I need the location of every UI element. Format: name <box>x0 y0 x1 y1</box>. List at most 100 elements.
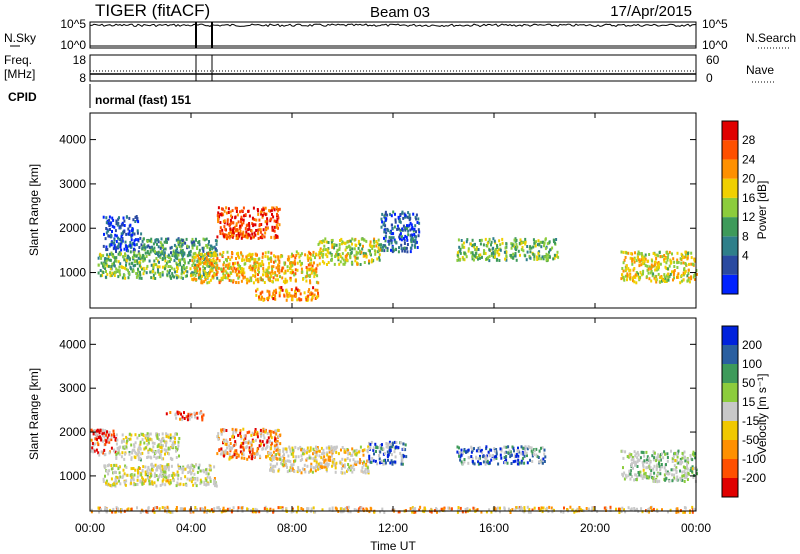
echo-cell <box>526 447 529 451</box>
echo-cell <box>137 220 140 224</box>
colorbar-segment <box>722 345 738 364</box>
echo-cell <box>633 478 636 482</box>
freq-tick-top: 18 <box>73 53 87 67</box>
echo-cell <box>522 452 525 456</box>
echo-cell <box>653 276 656 280</box>
echo-cell <box>205 468 207 472</box>
echo-cell <box>157 476 160 480</box>
echo-cell <box>376 242 379 245</box>
echo-cell <box>218 449 221 452</box>
echo-cell <box>176 481 179 485</box>
echo-cell <box>414 238 417 242</box>
echo-cell <box>133 250 136 254</box>
echo-cell <box>388 440 391 444</box>
echo-cell <box>369 249 371 253</box>
echo-cell <box>691 469 694 473</box>
echo-cell <box>261 259 264 263</box>
echo-cell <box>147 449 150 453</box>
echo-cell <box>471 255 474 259</box>
echo-cell <box>242 218 245 222</box>
echo-cell <box>536 454 539 458</box>
echo-cell <box>112 471 115 475</box>
echo-cell <box>193 259 196 263</box>
echo-cell <box>165 467 168 471</box>
echo-cell <box>205 510 208 514</box>
echo-cell <box>242 453 245 457</box>
echo-cell <box>337 256 340 260</box>
echo-cell <box>273 236 276 240</box>
echo-cell <box>673 476 676 480</box>
echo-cell <box>167 253 170 257</box>
echo-cell <box>371 457 374 460</box>
echo-cell <box>308 454 311 458</box>
echo-cell <box>140 508 143 512</box>
echo-cell <box>387 442 390 446</box>
echo-cell <box>291 269 294 273</box>
echo-cell <box>271 270 274 273</box>
echo-cell <box>483 456 486 460</box>
echo-cell <box>266 454 269 458</box>
echo-cell <box>297 252 300 256</box>
echo-cell <box>167 480 170 484</box>
echo-cell <box>523 506 526 510</box>
echo-cell <box>300 267 303 271</box>
echo-cell <box>459 247 462 251</box>
echo-cell <box>517 449 520 453</box>
echo-cell <box>327 458 330 462</box>
echo-cell <box>629 469 632 473</box>
echo-cell <box>313 459 316 463</box>
echo-cell <box>473 243 476 247</box>
echo-cell <box>289 267 292 271</box>
echo-cell <box>520 445 523 449</box>
echo-cell <box>253 454 256 458</box>
echo-cell <box>104 261 107 265</box>
echo-cell <box>122 216 125 220</box>
echo-cell <box>224 258 227 262</box>
echo-cell <box>477 457 480 461</box>
echo-cell <box>655 266 658 270</box>
echo-cell <box>138 252 141 256</box>
echo-cell <box>274 429 277 433</box>
echo-cell <box>251 268 254 272</box>
echo-cell <box>413 510 416 514</box>
echo-cell <box>683 450 686 454</box>
echo-cell <box>390 236 393 240</box>
echo-cell <box>645 450 648 454</box>
echo-cell <box>191 264 194 267</box>
echo-cell <box>226 250 229 254</box>
echo-cell <box>652 252 655 255</box>
echo-cell <box>682 261 685 265</box>
echo-cell <box>127 268 129 272</box>
echo-cell <box>231 446 234 450</box>
echo-cell <box>268 261 270 265</box>
echo-cell <box>505 242 508 246</box>
echo-cell <box>130 238 133 242</box>
echo-cell <box>681 451 684 455</box>
echo-cell <box>315 450 318 454</box>
echo-cell <box>539 240 542 244</box>
echo-cell <box>261 208 264 212</box>
echo-cell <box>114 259 117 263</box>
echo-cell <box>276 448 279 452</box>
echo-cell <box>456 510 459 514</box>
echo-cell <box>463 458 466 461</box>
echo-cell <box>622 466 624 470</box>
echo-cell <box>359 445 362 449</box>
echo-cell <box>285 280 288 284</box>
echo-cell <box>134 238 137 242</box>
echo-cell <box>260 223 263 226</box>
echo-cell <box>349 256 352 260</box>
echo-cell <box>251 431 254 435</box>
echo-cell <box>413 233 416 236</box>
echo-cell <box>308 288 311 292</box>
echo-cell <box>686 465 688 469</box>
echo-cell <box>335 445 338 449</box>
echo-cell <box>218 508 221 512</box>
echo-cell <box>550 506 553 510</box>
echo-cell <box>217 437 220 441</box>
echo-cell <box>553 240 555 244</box>
echo-cell <box>241 269 244 273</box>
echo-cell <box>402 224 405 228</box>
echo-cell <box>156 468 159 472</box>
echo-cell <box>537 456 540 459</box>
